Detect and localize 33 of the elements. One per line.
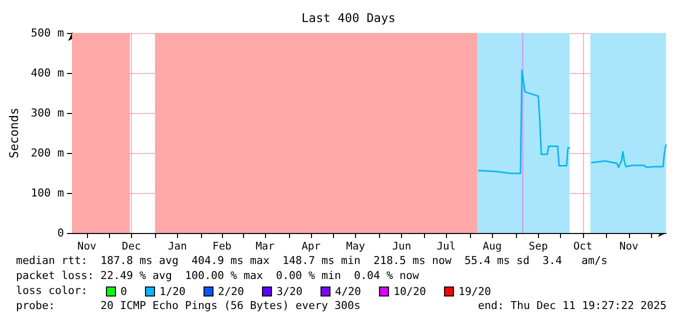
- y-tick-label: 100 m: [30, 186, 64, 200]
- x-tick-label: Nov: [619, 240, 638, 252]
- legend-label: 3/20: [276, 285, 303, 298]
- x-tick-label: Nov: [77, 240, 96, 252]
- text: median rtt: 187.8 ms avg 404.9 ms max 148.7 ms min 218.5 ms now 55.4 ms sd 3.4 am/s: [16, 254, 608, 267]
- x-tick-label: Jun: [392, 240, 412, 252]
- legend-label: 4/20: [335, 285, 362, 298]
- text: packet loss: 22.49 % avg 100.00 % max 0.00 % min 0.04 % now: [16, 269, 420, 282]
- x-tick-label: Oct: [573, 240, 592, 252]
- chart-title: Last 400 Days: [302, 11, 396, 25]
- y-tick-label: 500 m: [30, 26, 64, 40]
- legend-label: 1/20: [160, 285, 186, 298]
- y-tick-label: 300 m: [30, 106, 64, 120]
- text: probe: 20 ICMP Echo Pings (56 Bytes) every 300s: [16, 299, 361, 312]
- x-tick-label: Feb: [212, 240, 232, 252]
- y-tick-label: 400 m: [30, 66, 64, 80]
- legend-label: 2/20: [218, 285, 244, 298]
- text: end: Thu Dec 11 19:27:22 2025: [478, 299, 667, 312]
- x-tick-label: Mar: [256, 240, 275, 252]
- y-axis-title: Seconds: [7, 108, 21, 158]
- x-tick-label: Jan: [168, 240, 187, 252]
- text: loss color:: [16, 284, 88, 297]
- x-tick-label: Apr: [302, 240, 321, 252]
- legend-label: 10/20: [394, 285, 426, 298]
- legend-label: 19/20: [458, 285, 492, 298]
- y-tick-label: 0: [57, 226, 64, 240]
- legend-label: 0: [120, 285, 128, 298]
- y-tick-label: 200 m: [30, 146, 64, 160]
- x-tick-label: Sep: [528, 240, 548, 252]
- x-tick-label: May: [346, 240, 366, 252]
- x-tick-label: Aug: [482, 240, 502, 252]
- x-tick-label: Dec: [122, 240, 141, 252]
- x-tick-label: Jul: [436, 240, 456, 252]
